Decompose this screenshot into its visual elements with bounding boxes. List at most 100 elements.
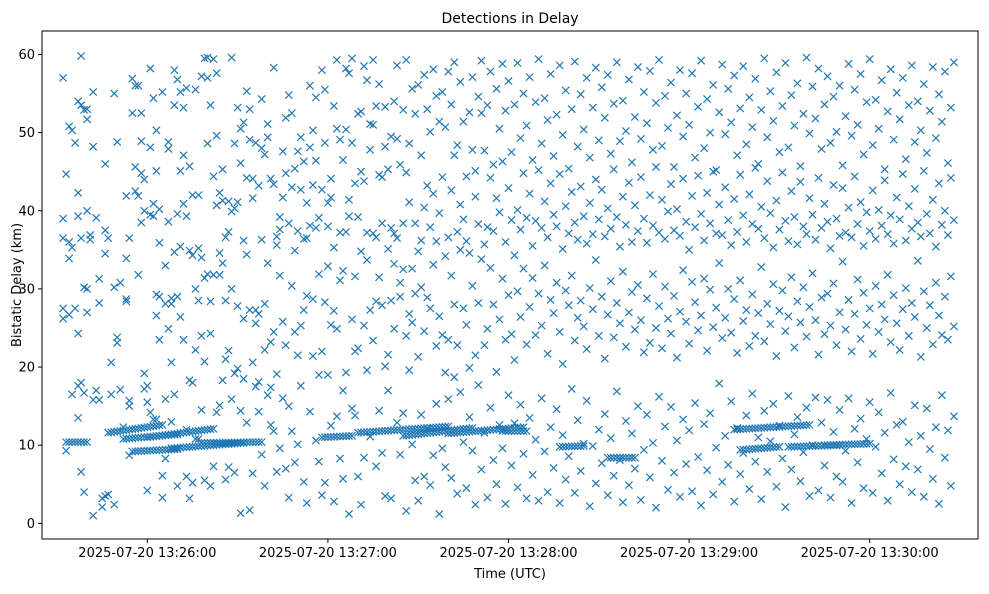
data-point [456,388,465,397]
data-point [645,473,654,482]
data-point [868,488,877,497]
data-point [155,205,164,214]
data-point [173,292,182,301]
data-point [341,432,351,441]
data-point [561,442,570,451]
data-point [877,221,886,230]
data-point [372,233,381,242]
data-point [573,235,582,244]
data-point [682,459,691,469]
data-point [260,299,269,308]
data-point [480,146,489,155]
data-point [369,120,378,129]
data-point [889,135,898,144]
data-point [254,407,263,416]
data-point [820,199,829,208]
data-point [408,264,417,273]
data-point [826,138,835,147]
data-point [886,338,895,347]
data-point [83,206,92,215]
data-point [65,310,74,319]
data-point [384,386,393,395]
y-tick-label: 30 [18,282,35,297]
data-point [299,157,308,166]
data-point [248,174,257,183]
data-point [853,120,862,129]
data-point [176,242,185,251]
data-point [260,150,269,159]
data-point [609,165,618,174]
data-point [200,438,209,447]
data-point [666,180,676,189]
data-point [158,420,167,429]
data-point [146,143,155,152]
data-point [946,481,955,490]
data-point [396,450,405,459]
data-point [546,423,555,432]
data-point [724,460,733,469]
data-point [922,404,931,413]
data-point [215,248,224,258]
data-point [748,290,757,299]
data-point [826,321,835,330]
data-point [576,442,585,451]
data-point [260,345,269,354]
data-point [483,493,492,502]
data-point [769,243,778,252]
data-point [561,86,570,95]
data-point [805,194,814,203]
data-point [486,263,495,272]
data-point [489,456,498,465]
data-point [362,255,372,265]
data-point [471,351,480,360]
data-point [372,297,381,306]
data-point [603,453,612,462]
data-point [501,499,510,508]
data-point [366,145,375,154]
data-point [209,424,218,433]
data-point [916,352,925,361]
data-point [772,196,781,205]
data-point [86,230,95,240]
data-point [164,324,173,333]
data-point [350,272,360,281]
data-point [242,418,251,427]
data-point [326,193,335,202]
data-point [672,353,682,362]
data-point [916,431,925,440]
data-point [685,245,694,254]
data-point [257,94,266,104]
data-point [928,195,937,204]
data-point [805,302,814,311]
data-point [570,336,579,345]
data-point [179,199,188,208]
data-point [474,92,483,101]
data-point [904,331,913,340]
data-point [748,389,757,398]
data-point [435,312,444,321]
data-point [543,349,552,358]
data-point [880,165,889,174]
data-point [402,55,411,64]
data-point [609,99,618,108]
data-point [663,314,673,323]
data-point [332,124,341,133]
data-point [555,442,564,451]
data-point [609,453,618,462]
data-point [745,341,754,351]
data-point [492,480,501,489]
data-point [489,227,498,236]
data-point [200,357,209,366]
data-point [636,134,645,143]
data-point [943,426,952,435]
data-point [275,444,284,453]
data-point [465,363,474,372]
data-point [721,431,730,440]
data-point [489,300,498,309]
data-point [62,446,71,455]
data-point [937,330,946,340]
data-point [59,214,68,223]
data-point [179,151,188,160]
data-point [405,198,414,207]
data-point [579,322,588,331]
